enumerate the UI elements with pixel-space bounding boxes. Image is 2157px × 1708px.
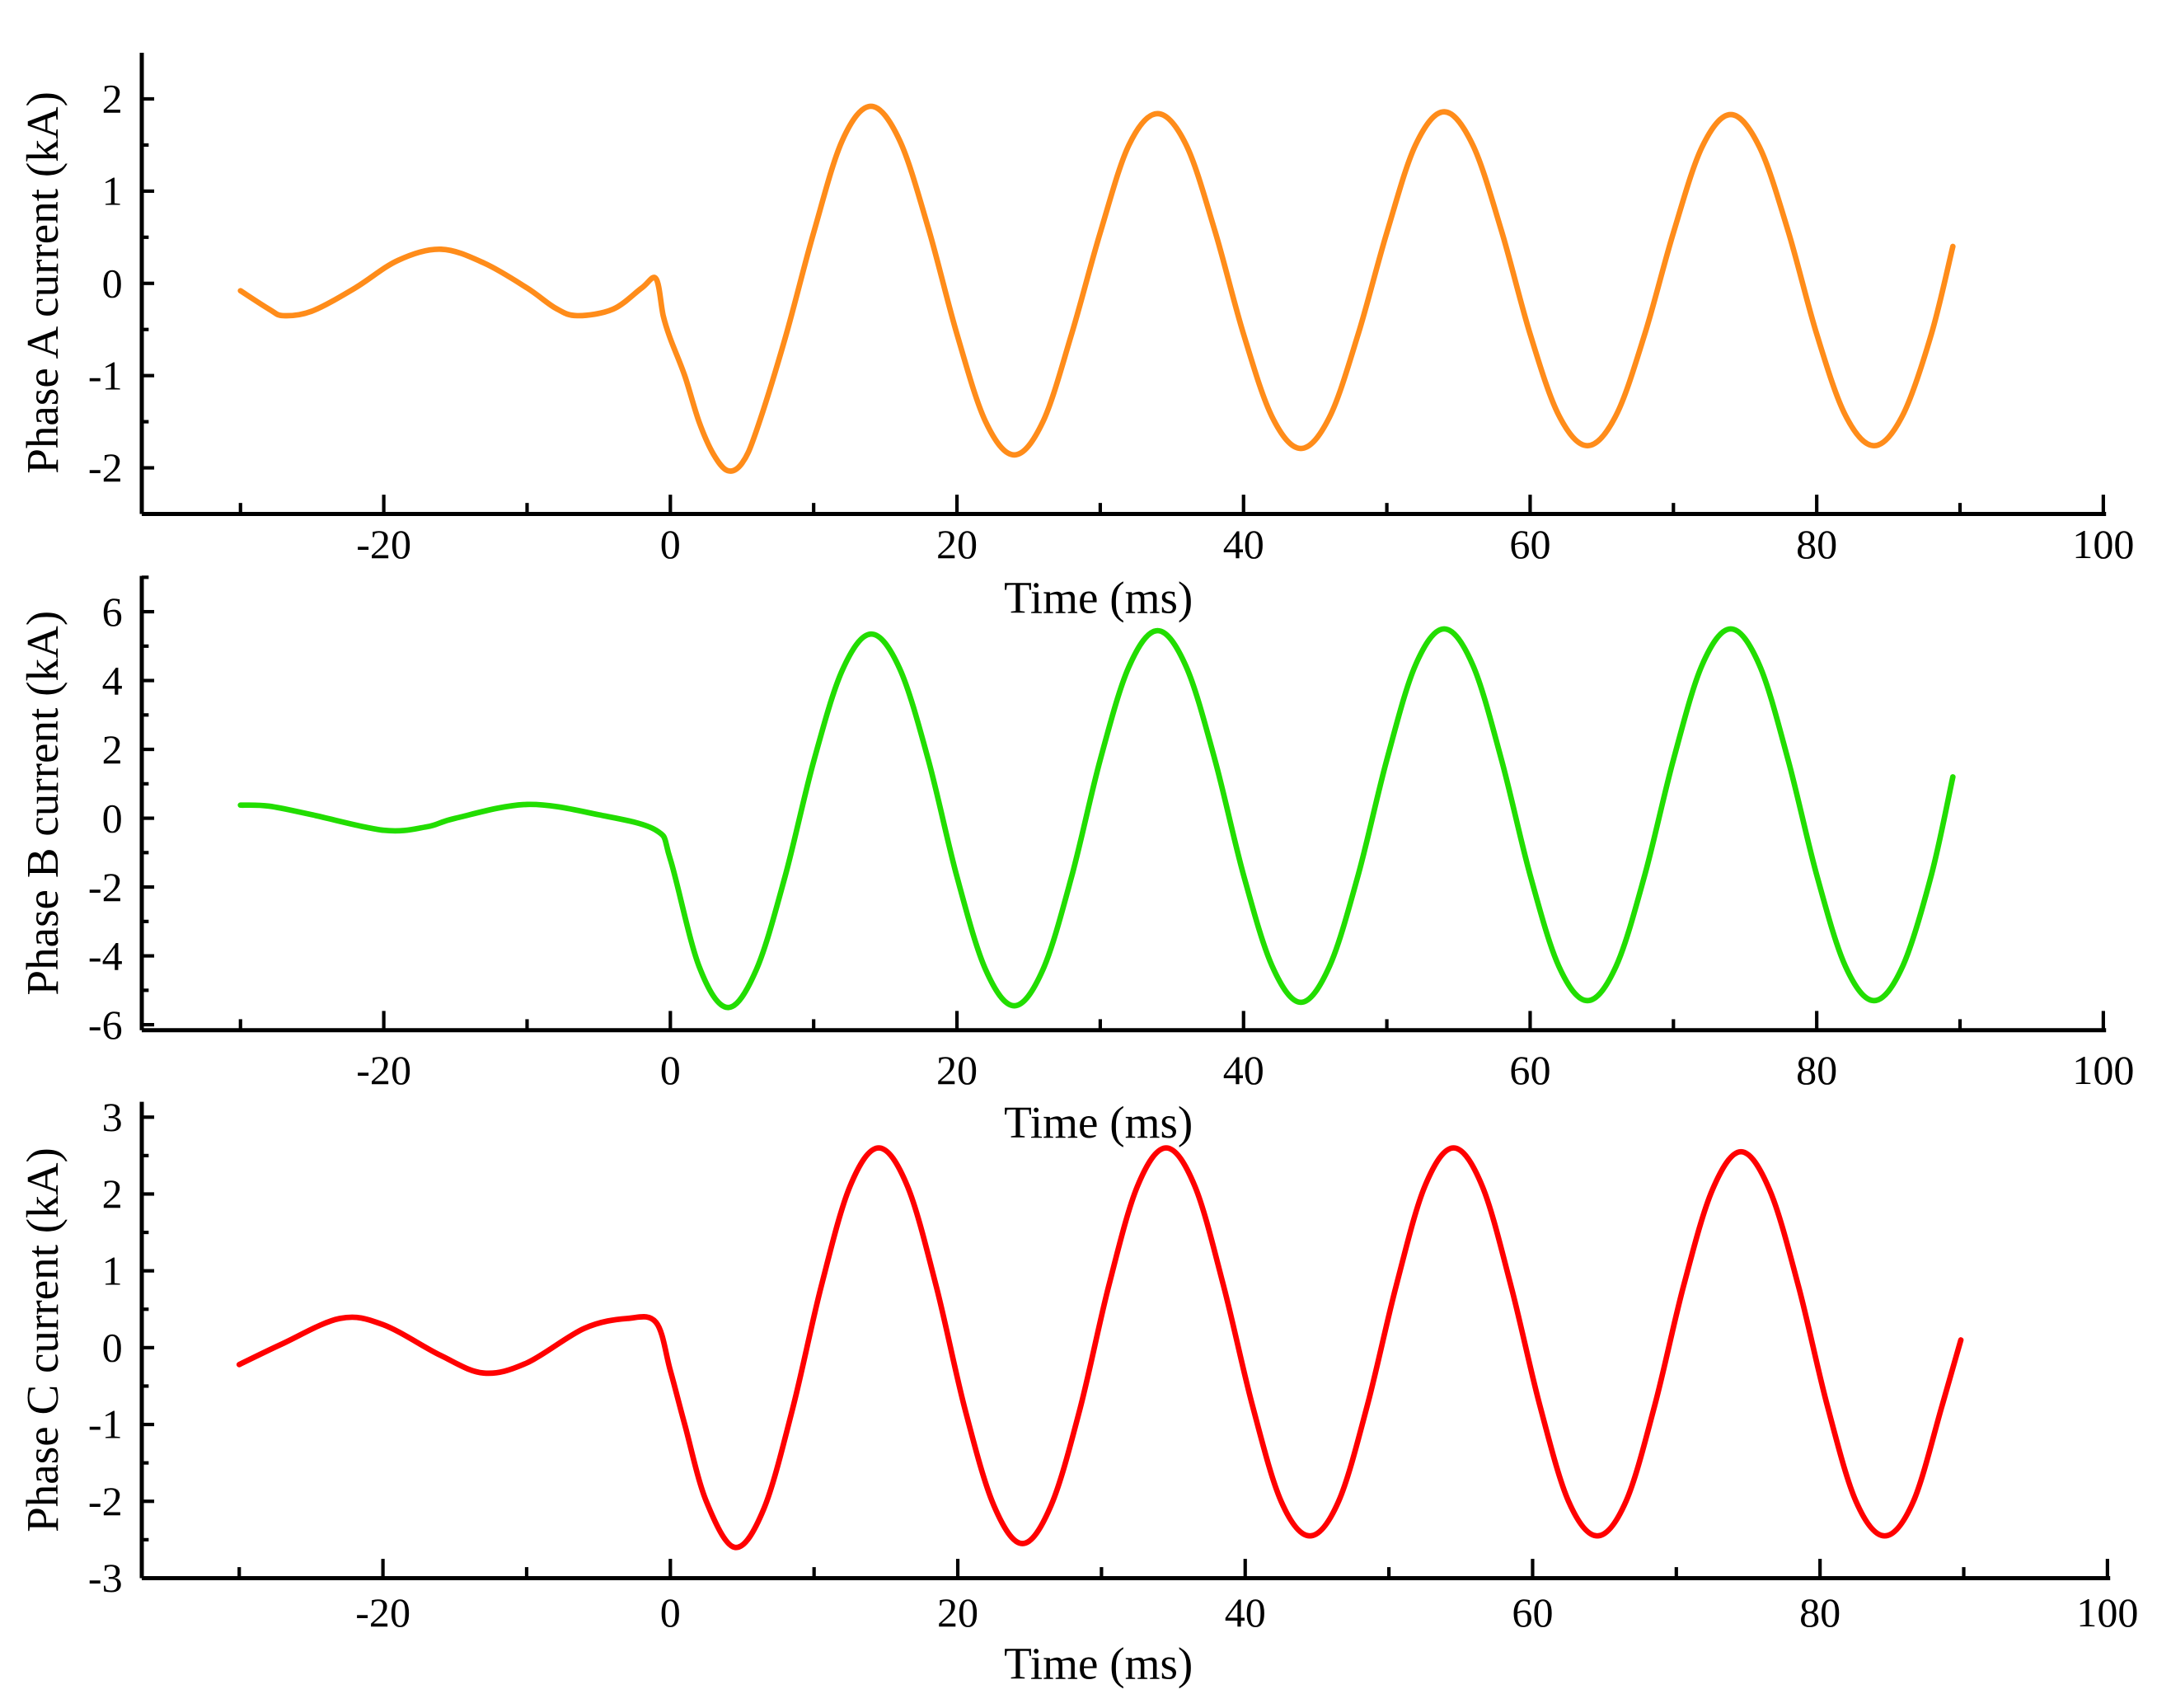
x-tick-label: 80 — [1796, 521, 1837, 567]
y-tick-label: 2 — [102, 1171, 123, 1217]
x-tick-label: 60 — [1509, 521, 1550, 567]
x-tick-label: 0 — [660, 521, 681, 567]
y-tick-label: 6 — [102, 589, 123, 635]
y-tick-label: -1 — [88, 1401, 123, 1448]
y-tick-label: -1 — [88, 352, 123, 398]
y-tick-label: 2 — [102, 726, 123, 772]
y-tick-label: 1 — [102, 1247, 123, 1293]
x-tick-label: 100 — [2076, 1589, 2138, 1635]
y-tick-label: 4 — [102, 657, 123, 703]
x-axis-title: Time (ms) — [1004, 1097, 1193, 1147]
phase-a-panel: Time (ms) Phase A current (kA) -20 0 20 40 6… — [17, 53, 2134, 623]
x-tick-label: 40 — [1223, 521, 1264, 567]
x-tick-label: 80 — [1799, 1589, 1840, 1635]
current-series-line — [237, 103, 1956, 474]
y-tick-label: 0 — [102, 260, 123, 306]
y-axis-title: Phase B current (kA) — [17, 611, 68, 996]
x-tick-label: 40 — [1225, 1589, 1266, 1635]
x-tick-label: 20 — [936, 1047, 978, 1093]
y-tick-label: 2 — [102, 76, 123, 122]
y-tick-label: -6 — [88, 1002, 123, 1048]
y-tick-label: 0 — [102, 1325, 123, 1371]
y-tick-label: -2 — [88, 444, 123, 490]
x-tick-label: 60 — [1512, 1589, 1553, 1635]
y-tick-label: -4 — [88, 932, 123, 978]
y-tick-label: 3 — [102, 1094, 123, 1140]
x-axis-title: Time (ms) — [1004, 573, 1193, 623]
x-tick-label: 40 — [1223, 1047, 1264, 1093]
y-axis-title: Phase A current (kA) — [17, 92, 68, 474]
x-tick-label: 20 — [936, 521, 978, 567]
y-tick-label: 0 — [102, 795, 123, 841]
y-tick-label: 1 — [102, 168, 123, 214]
current-series-line — [237, 626, 1956, 1011]
x-tick-label: 60 — [1509, 1047, 1550, 1093]
y-tick-label: -2 — [88, 1478, 123, 1524]
phase-b-panel: Time (ms) Phase B current (kA) -20 0 20 40 6… — [17, 575, 2134, 1147]
x-tick-label: -20 — [355, 1589, 410, 1635]
x-tick-label: -20 — [356, 1047, 411, 1093]
x-tick-label: 0 — [660, 1589, 681, 1635]
y-axis-title: Phase C current (kA) — [17, 1147, 68, 1532]
x-tick-label: 0 — [660, 1047, 681, 1093]
x-tick-label: -20 — [356, 521, 411, 567]
x-tick-label: 80 — [1796, 1047, 1837, 1093]
y-tick-label: -3 — [88, 1555, 123, 1601]
current-series-line — [236, 1145, 1964, 1551]
x-axis-title: Time (ms) — [1004, 1638, 1193, 1688]
x-tick-label: 100 — [2072, 1047, 2134, 1093]
x-tick-label: 100 — [2072, 521, 2134, 567]
y-tick-label: -2 — [88, 864, 123, 910]
phase-c-panel: Time (ms) Phase C current (kA) -20 0 20 40 6… — [17, 1094, 2138, 1688]
x-tick-label: 20 — [937, 1589, 978, 1635]
